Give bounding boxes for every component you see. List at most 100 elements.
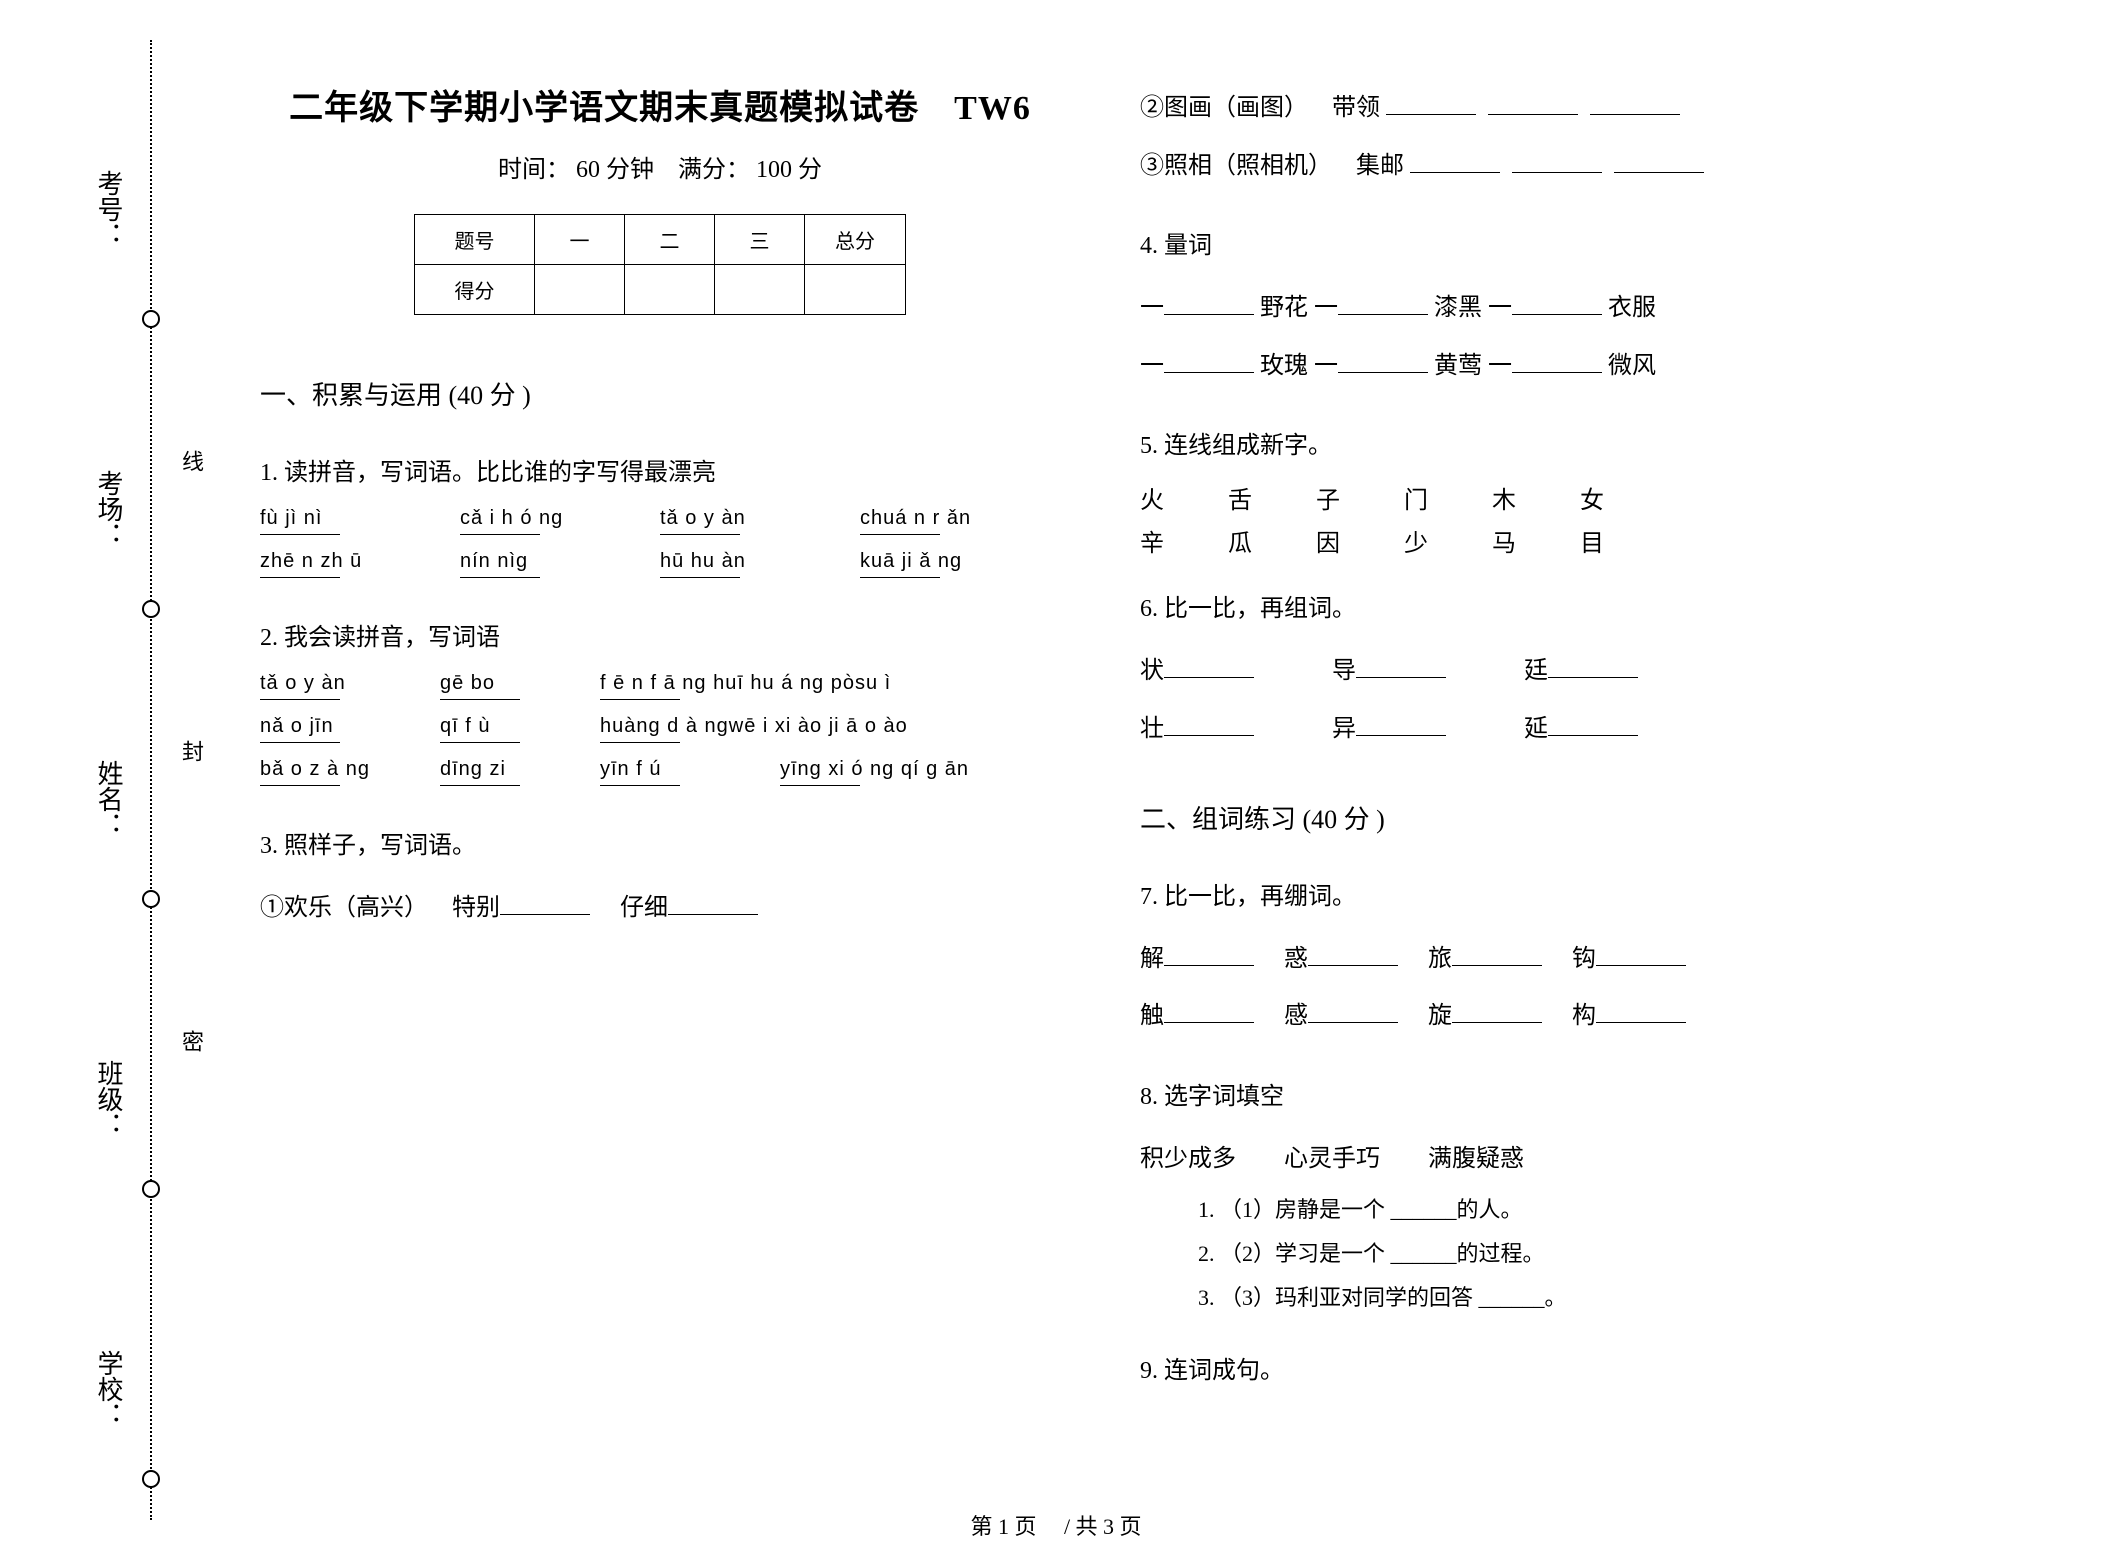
q5-top-row: 火 舌 子 门 木 女: [1140, 480, 1940, 515]
q-text: 选字词填空: [1164, 1084, 1284, 1110]
score-th: 三: [715, 215, 805, 265]
right-column: ②图画（画图） 带领 ③照相（照相机） 集邮 4. 量词 一 野花 一 漆黑 一…: [1100, 60, 1980, 1500]
pinyin-item: dīng zi: [440, 758, 600, 787]
q7-row1: 解 惑 旅 钩: [1140, 931, 1940, 989]
pinyin-item: kuā ji ǎ ng: [860, 550, 1060, 579]
answer-blank: [440, 785, 520, 787]
pinyin-item: nǎ o jīn: [260, 715, 440, 744]
q-num: 1.: [260, 460, 278, 486]
q4-row2: 一 玫瑰 一 黄莺 一 微风: [1140, 338, 1940, 396]
score-cell: [535, 265, 625, 315]
exam-info: 时间： 60 分钟 满分： 100 分: [260, 149, 1060, 184]
pinyin-row: tǎ o y àn gē bo f ē n f ā ng huī hu á ng…: [260, 672, 1060, 709]
answer-blank: [1452, 1003, 1542, 1023]
binding-circle-icon: [142, 1180, 160, 1198]
pinyin-row: bǎ o z à ng dīng zi yīn f ú yīng xi ó ng…: [260, 758, 1060, 795]
binding-circle-icon: [142, 890, 160, 908]
answer-blank: [660, 577, 740, 579]
text: 钩: [1572, 946, 1596, 972]
answer-blank: [1512, 153, 1602, 173]
pinyin-text: cǎ i h ó ng: [460, 507, 660, 530]
question-1: 1. 读拼音，写词语。比比谁的字写得最漂亮: [260, 452, 1060, 487]
answer-blank: [860, 534, 940, 536]
page-content: 二年级下学期小学语文期末真题模拟试卷 TW6 时间： 60 分钟 满分： 100…: [220, 60, 2040, 1500]
section-1-heading: 一、积累与运用 (40 分 ): [260, 375, 1060, 412]
text: 野花 一: [1260, 295, 1338, 321]
q8-item: （3）玛利亚对同学的回答 ______。: [1220, 1276, 1940, 1320]
q-num: 3.: [260, 833, 278, 859]
pinyin-text: qī f ù: [440, 715, 600, 738]
text: ③照相（照相机） 集邮: [1140, 153, 1404, 179]
text: 一: [1140, 353, 1164, 379]
q5-bottom-row: 辛 瓜 因 少 马 目: [1140, 523, 1940, 558]
score-cell: [805, 265, 906, 315]
question-4: 4. 量词: [1140, 225, 1940, 260]
q8-item: （2）学习是一个 ______的过程。: [1220, 1232, 1940, 1276]
question-6: 6. 比一比，再组词。: [1140, 588, 1940, 623]
text: 旅: [1428, 946, 1452, 972]
text: 异: [1332, 716, 1356, 742]
answer-blank: [1164, 353, 1254, 373]
answer-blank: [1596, 946, 1686, 966]
answer-blank: [440, 742, 520, 744]
answer-blank: [1452, 946, 1542, 966]
answer-blank: [1512, 353, 1602, 373]
q-text: 比一比，再绷词。: [1164, 884, 1356, 910]
q6-row2: 壮 异 延: [1140, 701, 1940, 759]
answer-blank: [1356, 658, 1446, 678]
q-text: 量词: [1164, 233, 1212, 259]
q-text: 我会读拼音，写词语: [284, 625, 500, 651]
pinyin-text: f ē n f ā ng huī hu á ng pòsu ì: [600, 672, 1020, 695]
answer-blank: [1164, 946, 1254, 966]
answer-blank: [1590, 95, 1680, 115]
pinyin-item: bǎ o z à ng: [260, 758, 440, 787]
answer-blank: [1614, 153, 1704, 173]
text: 壮: [1140, 716, 1164, 742]
text: 状: [1140, 658, 1164, 684]
pinyin-row: zhē n zh ū nín nìg hū hu àn kuā ji ǎ ng: [260, 550, 1060, 587]
q3-line2: ②图画（画图） 带领: [1140, 80, 1940, 138]
pinyin-row: nǎ o jīn qī f ù huàng d à ngwē i xi ào j…: [260, 715, 1060, 752]
score-cell: [625, 265, 715, 315]
score-th: 题号: [415, 215, 535, 265]
pinyin-item: cǎ i h ó ng: [460, 507, 660, 536]
answer-blank: [1410, 153, 1500, 173]
dotted-divider: [150, 40, 152, 1520]
q-num: 9.: [1140, 1358, 1158, 1384]
answer-blank: [1512, 295, 1602, 315]
text: 黄莺 一: [1434, 353, 1512, 379]
question-3: 3. 照样子，写词语。: [260, 825, 1060, 860]
pinyin-text: gē bo: [440, 672, 600, 695]
pinyin-text: bǎ o z à ng: [260, 758, 440, 781]
answer-blank: [1308, 1003, 1398, 1023]
answer-blank: [460, 534, 540, 536]
score-th: 一: [535, 215, 625, 265]
pinyin-text: yīn f ú: [600, 758, 780, 781]
answer-blank: [260, 534, 340, 536]
q-text: 比一比，再组词。: [1164, 596, 1356, 622]
binding-field-label: 考号：: [90, 170, 127, 248]
answer-blank: [600, 699, 680, 701]
q3-line1: ①欢乐（高兴） 特别 仔细: [260, 880, 1060, 938]
q6-row1: 状 导 廷: [1140, 643, 1940, 701]
left-column: 二年级下学期小学语文期末真题模拟试卷 TW6 时间： 60 分钟 满分： 100…: [220, 60, 1100, 1500]
q-text: 读拼音，写词语。比比谁的字写得最漂亮: [284, 460, 716, 486]
binding-seal-char: 密: [175, 1030, 207, 1052]
text: 解: [1140, 946, 1164, 972]
binding-seal-char: 线: [175, 450, 207, 472]
score-value-row: 得分: [415, 265, 906, 315]
question-7: 7. 比一比，再绷词。: [1140, 876, 1940, 911]
answer-blank: [1386, 95, 1476, 115]
q3-prefix: ①欢乐（高兴） 特别: [260, 895, 500, 921]
binding-strip: 考号：考场：姓名：班级：学校：线封密: [60, 40, 200, 1520]
binding-circle-icon: [142, 600, 160, 618]
answer-blank: [440, 699, 520, 701]
binding-field-label: 学校：: [90, 1350, 127, 1428]
q-num: 7.: [1140, 884, 1158, 910]
section-2-heading: 二、组词练习 (40 分 ): [1140, 799, 1940, 836]
q-num: 8.: [1140, 1084, 1158, 1110]
answer-blank: [1356, 716, 1446, 736]
text: 感: [1284, 1003, 1308, 1029]
pinyin-item: yīng xi ó ng qí g ān: [780, 758, 1020, 787]
q8-words: 积少成多 心灵手巧 满腹疑惑: [1140, 1131, 1940, 1189]
